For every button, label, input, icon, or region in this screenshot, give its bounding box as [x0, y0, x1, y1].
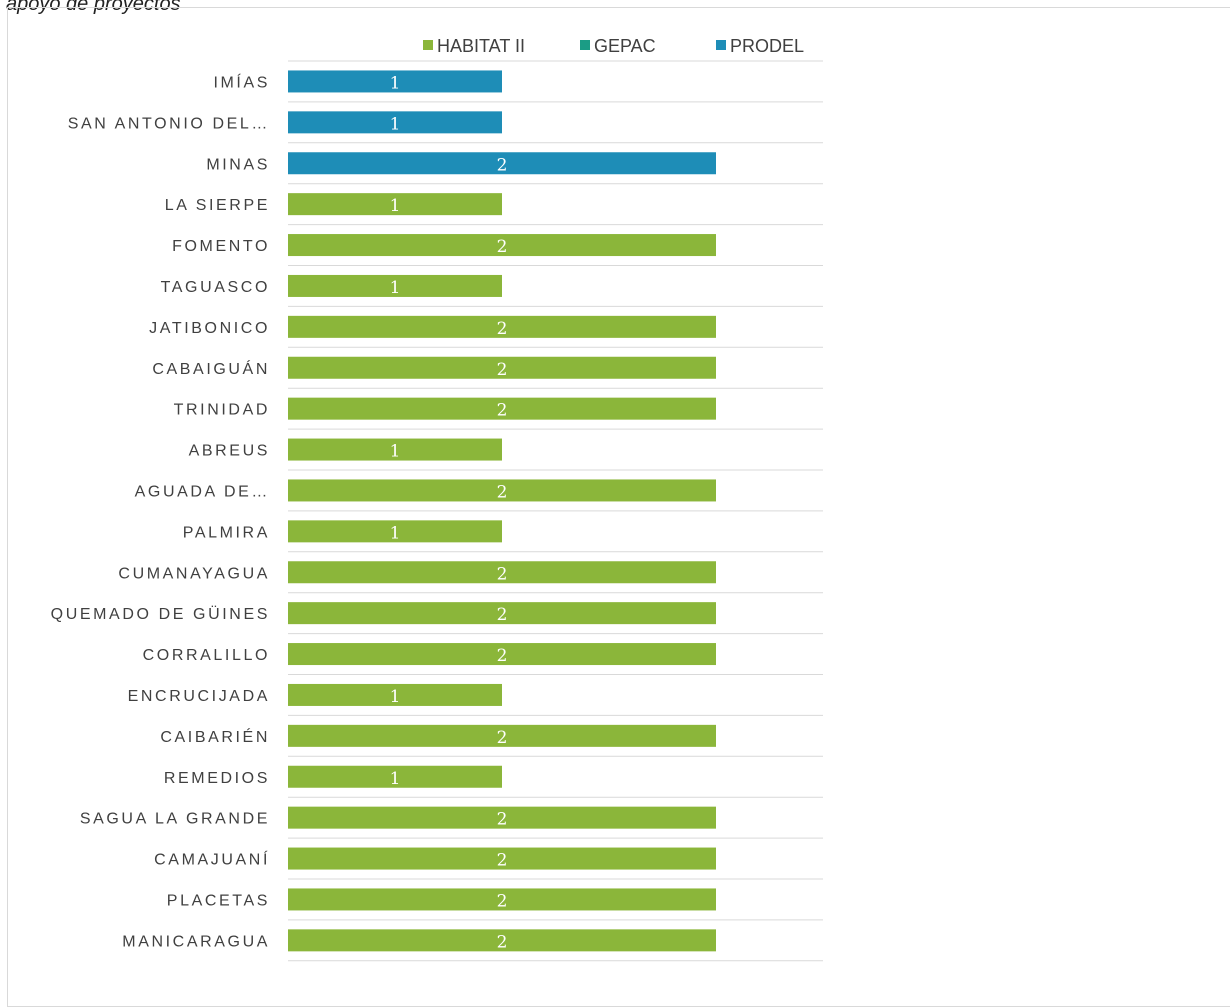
category-label: PALMIRA: [183, 524, 270, 541]
bar: [288, 274, 502, 297]
category-label: CORRALILLO: [143, 647, 270, 664]
category-label: SAGUA LA GRANDE: [80, 811, 270, 828]
bar: [288, 315, 716, 338]
data-label: 2: [497, 646, 508, 666]
data-label: 2: [497, 401, 508, 421]
category-label: CABAIGUÁN: [152, 359, 270, 378]
legend-swatch-0: [423, 40, 433, 50]
bar: [288, 520, 502, 543]
bar: [288, 929, 716, 952]
bar: [288, 356, 716, 379]
legend-swatch-2: [716, 40, 726, 50]
data-label: 2: [497, 605, 508, 625]
bar: [288, 111, 502, 134]
data-label: 1: [390, 196, 401, 216]
legend-label: GEPAC: [594, 36, 656, 56]
bar: [288, 602, 716, 625]
category-label: LA SIERPE: [165, 197, 270, 214]
data-label: 1: [390, 523, 401, 543]
category-label: REMEDIOS: [164, 770, 270, 787]
category-label: MANICARAGUA: [122, 933, 270, 950]
bar: [288, 234, 716, 257]
category-label: AGUADA DE…: [135, 483, 270, 500]
bar: [288, 479, 716, 502]
gridlines: [288, 60, 823, 962]
legend-label: HABITAT II: [437, 36, 525, 56]
data-label: 2: [497, 851, 508, 871]
bar: [288, 643, 716, 666]
bar: [288, 397, 716, 420]
data-label: 1: [390, 769, 401, 789]
data-label: 1: [390, 687, 401, 707]
category-label: CUMANAYAGUA: [118, 565, 270, 582]
bar: [288, 152, 716, 175]
bar: [288, 724, 716, 747]
legend: HABITAT II GEPAC PRODEL: [423, 36, 804, 56]
data-label: 1: [390, 114, 401, 134]
bar: [288, 765, 502, 788]
category-label: PLACETAS: [167, 892, 270, 909]
data-label: 2: [497, 564, 508, 584]
data-label: 2: [497, 810, 508, 830]
category-label: CAMAJUANÍ: [154, 850, 270, 869]
category-label: QUEMADO DE GÜINES: [51, 605, 270, 623]
category-label: TRINIDAD: [174, 402, 270, 419]
category-label: MINAS: [206, 156, 270, 173]
category-label: ABREUS: [189, 443, 270, 460]
bar: [288, 683, 502, 706]
legend-label: PRODEL: [730, 36, 804, 56]
bars: 1 1 2 1 2 1 2 2 2 1 2 1 2 2 2 1 2 1 2 2 2 2: [288, 70, 716, 952]
category-label: IMÍAS: [213, 72, 270, 91]
category-label: ENCRUCIJADA: [128, 688, 270, 705]
category-label: JATIBONICO: [149, 320, 270, 337]
data-label: 2: [497, 932, 508, 952]
bar: [288, 806, 716, 829]
bar: [288, 561, 716, 584]
data-label: 2: [497, 155, 508, 175]
bar: [288, 193, 502, 216]
category-labels: IMÍAS SAN ANTONIO DEL… MINAS LA SIERPE FOMEN…: [51, 72, 270, 950]
data-label: 1: [390, 73, 401, 93]
bar: [288, 70, 502, 93]
data-label: 2: [497, 728, 508, 748]
category-label: TAGUASCO: [161, 279, 270, 296]
category-label: CAIBARIÉN: [160, 727, 270, 746]
data-label: 2: [497, 360, 508, 380]
category-label: SAN ANTONIO DEL…: [68, 115, 270, 132]
category-label: FOMENTO: [172, 238, 270, 255]
bar: [288, 847, 716, 870]
data-label: 2: [497, 237, 508, 257]
bar: [288, 888, 716, 911]
data-label: 2: [497, 891, 508, 911]
data-label: 2: [497, 319, 508, 339]
bar: [288, 438, 502, 461]
data-label: 1: [390, 442, 401, 462]
data-label: 1: [390, 278, 401, 298]
legend-swatch-1: [580, 40, 590, 50]
data-label: 2: [497, 482, 508, 502]
